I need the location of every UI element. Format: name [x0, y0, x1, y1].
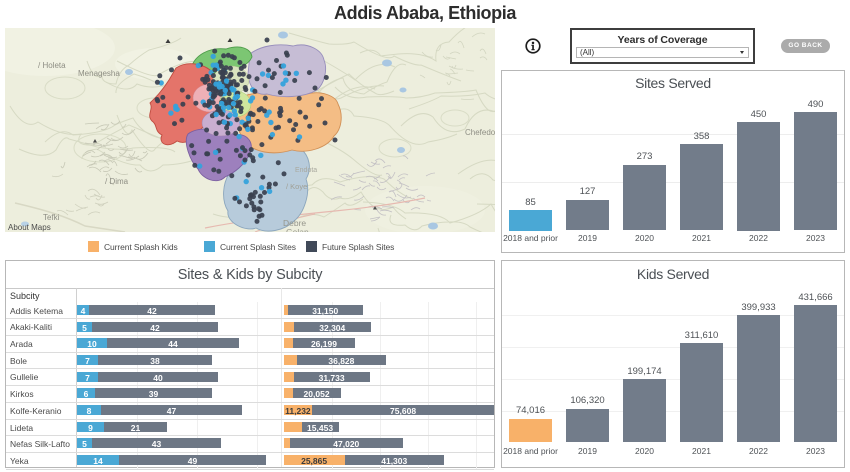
- svg-text:/ Koye: / Koye: [286, 182, 307, 191]
- svg-text:Endota: Endota: [295, 167, 317, 174]
- svg-text:About Maps: About Maps: [8, 223, 51, 232]
- svg-text:Menagesha: Menagesha: [78, 69, 120, 78]
- svg-text:Debre: Debre: [283, 218, 306, 228]
- svg-text:Gelan: Gelan: [286, 227, 309, 232]
- svg-text:Chefedo: Chefedo: [465, 128, 495, 137]
- svg-text:/ Dima: / Dima: [105, 177, 129, 186]
- svg-text:Tefki: Tefki: [43, 213, 60, 222]
- svg-text:/ Holeta: / Holeta: [38, 61, 66, 70]
